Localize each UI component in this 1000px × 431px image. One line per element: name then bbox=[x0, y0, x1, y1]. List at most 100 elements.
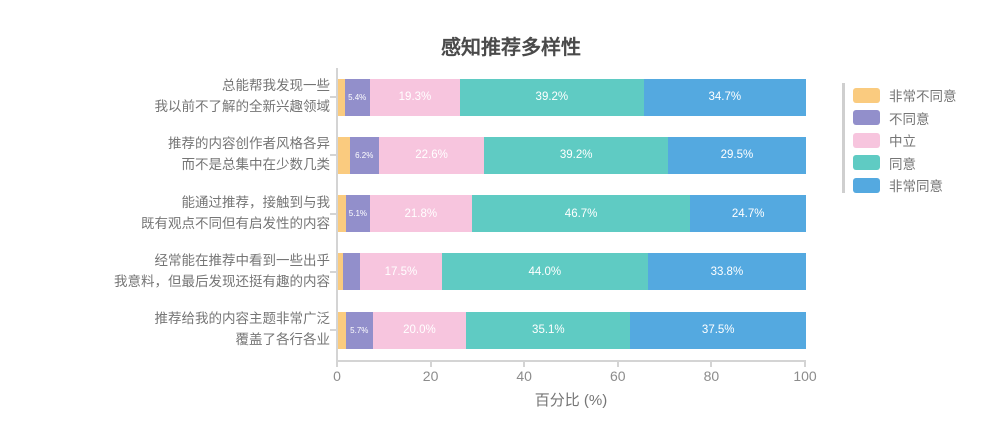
bar-segment-非常同意: 29.5% bbox=[667, 136, 806, 174]
legend-swatch-icon bbox=[853, 177, 880, 193]
bar-segment-value: 5.4% bbox=[348, 92, 367, 102]
x-axis-tick-label: 20 bbox=[422, 368, 439, 384]
bar-segment-value: 37.5% bbox=[701, 324, 735, 337]
stacked-bar: 5.4% 19.3% 39.2% 34.7% bbox=[338, 78, 806, 116]
bar-segment-value: 20.0% bbox=[403, 324, 436, 337]
y-axis-line bbox=[336, 68, 338, 361]
bar-segment-value: 6.2% bbox=[355, 150, 374, 160]
bar-segment-value: 35.1% bbox=[532, 324, 565, 337]
x-axis-tick-label: 100 bbox=[793, 368, 817, 384]
legend-swatch-icon bbox=[853, 87, 880, 103]
x-axis-tick bbox=[804, 362, 806, 367]
legend-item-label: 非常不同意 bbox=[889, 89, 957, 104]
x-axis-tick bbox=[523, 362, 526, 367]
bar-segment-不同意: 6.2% bbox=[349, 136, 379, 174]
bar-segment-中立: 20.0% bbox=[372, 311, 467, 349]
bar-segment-value: 17.5% bbox=[384, 265, 418, 278]
y-axis-tick bbox=[330, 329, 337, 332]
legend-item: 非常同意 bbox=[853, 177, 943, 195]
legend-item: 同意 bbox=[853, 155, 916, 172]
bar-segment-非常同意: 33.8% bbox=[647, 253, 806, 291]
x-axis-tick bbox=[616, 362, 619, 367]
bar-segment-value: 21.8% bbox=[404, 207, 438, 220]
bar-segment-非常同意: 37.5% bbox=[630, 311, 806, 349]
legend-item-label: 不同意 bbox=[889, 111, 930, 127]
bar-segment-value: 5.7% bbox=[350, 325, 369, 335]
x-axis-line bbox=[336, 360, 806, 362]
category-label-line: 推荐的内容创作者风格各异 bbox=[168, 136, 330, 152]
category-label-line: 我以前不了解的全新兴趣领域 bbox=[154, 99, 331, 114]
legend-swatch-icon bbox=[853, 110, 880, 126]
category-label-line: 而不是总集中在少数几类 bbox=[181, 157, 331, 173]
bar-segment-value: 19.3% bbox=[398, 91, 432, 103]
bar-segment-中立: 17.5% bbox=[359, 253, 442, 291]
bar-segment-非常同意: 24.7% bbox=[690, 195, 806, 233]
y-axis-tick bbox=[330, 96, 337, 98]
bar-segment-不同意: 5.7% bbox=[345, 311, 373, 349]
category-label: 能通过推荐，接触到与我既有观点不同但有启发性的内容 bbox=[10, 193, 330, 235]
category-label: 推荐的内容创作者风格各异而不是总集中在少数几类 bbox=[10, 134, 330, 176]
bar-segment-同意: 46.7% bbox=[471, 195, 691, 233]
x-axis-tick bbox=[429, 362, 432, 367]
bar-segment-非常不同意 bbox=[338, 78, 345, 116]
stacked-bar: 5.1% 21.8% 46.7% 24.7% bbox=[338, 195, 806, 233]
stacked-bar: 17.5% 44.0% 33.8% bbox=[338, 253, 806, 291]
bar-segment-value: 5.1% bbox=[348, 209, 367, 219]
chart-title: 感知推荐多样性 bbox=[441, 37, 581, 59]
legend-item: 中立 bbox=[853, 132, 916, 150]
x-axis-tick-label: 0 bbox=[333, 368, 341, 384]
category-label: 经常能在推荐中看到一些出乎我意料，但最后发现还挺有趣的内容 bbox=[10, 251, 330, 293]
bar-segment-不同意: 5.4% bbox=[344, 78, 370, 116]
bar-segment-非常不同意 bbox=[338, 311, 346, 349]
bar-segment-不同意: 5.1% bbox=[345, 195, 370, 233]
bar-segment-中立: 22.6% bbox=[378, 136, 485, 174]
bar-segment-非常不同意 bbox=[338, 253, 343, 291]
category-label: 推荐给我的内容主题非常广泛覆盖了各行各业 bbox=[10, 309, 331, 351]
bar-segment-同意: 44.0% bbox=[441, 253, 648, 291]
bar-segment-value: 33.8% bbox=[710, 265, 744, 278]
legend-item-label: 同意 bbox=[889, 156, 916, 172]
y-axis-tick bbox=[330, 154, 337, 157]
category-label-line: 经常能在推荐中看到一些出乎 bbox=[154, 252, 331, 268]
y-axis-tick bbox=[330, 212, 337, 215]
bar-segment-value: 29.5% bbox=[720, 149, 754, 162]
bar-segment-value: 46.7% bbox=[564, 207, 598, 220]
bar-segment-中立: 21.8% bbox=[369, 195, 472, 233]
stacked-bar: 5.7% 20.0% 35.1% 37.5% bbox=[338, 311, 806, 349]
category-label-line: 我意料，但最后发现还挺有趣的内容 bbox=[114, 273, 330, 289]
stacked-bar: 6.2% 22.6% 39.2% 29.5% bbox=[338, 136, 806, 174]
x-axis-tick bbox=[710, 362, 713, 367]
category-label-line: 覆盖了各行各业 bbox=[235, 332, 331, 348]
bar-segment-非常不同意 bbox=[338, 195, 346, 233]
bar-segment-value: 39.2% bbox=[559, 149, 593, 162]
x-axis-title: 百分比 (%) bbox=[534, 392, 608, 409]
bar-segment-中立: 19.3% bbox=[369, 78, 461, 116]
category-label-line: 既有观点不同但有启发性的内容 bbox=[141, 215, 330, 231]
legend-item: 不同意 bbox=[853, 110, 930, 127]
category-label: 总能帮我发现一些我以前不了解的全新兴趣领域 bbox=[10, 76, 331, 118]
category-label-line: 能通过推荐，接触到与我 bbox=[181, 194, 331, 210]
x-axis-tick-label: 40 bbox=[516, 368, 532, 384]
bar-segment-value: 34.7% bbox=[708, 91, 742, 103]
x-axis-tick-label: 60 bbox=[610, 368, 626, 384]
x-axis-tick bbox=[336, 362, 338, 367]
bar-segment-非常同意: 34.7% bbox=[643, 78, 806, 116]
bar-segment-value: 24.7% bbox=[731, 207, 765, 220]
category-label-line: 总能帮我发现一些 bbox=[222, 78, 330, 94]
bar-segment-value: 39.2% bbox=[535, 91, 569, 103]
category-label-line: 推荐给我的内容主题非常广泛 bbox=[154, 311, 331, 327]
bar-segment-不同意 bbox=[342, 253, 360, 291]
x-axis-tick-label: 80 bbox=[703, 368, 720, 384]
legend-swatch-icon bbox=[853, 155, 880, 171]
bar-segment-同意: 39.2% bbox=[460, 78, 644, 116]
legend-item-label: 非常同意 bbox=[889, 179, 943, 195]
legend-swatch-icon bbox=[853, 132, 880, 148]
bar-segment-value: 44.0% bbox=[528, 265, 562, 278]
bar-segment-同意: 39.2% bbox=[484, 136, 668, 174]
legend-item-label: 中立 bbox=[889, 134, 916, 150]
legend-item: 非常不同意 bbox=[853, 87, 957, 104]
bar-segment-同意: 35.1% bbox=[466, 311, 631, 349]
legend-border-line bbox=[842, 83, 845, 193]
y-axis-tick bbox=[330, 270, 337, 273]
